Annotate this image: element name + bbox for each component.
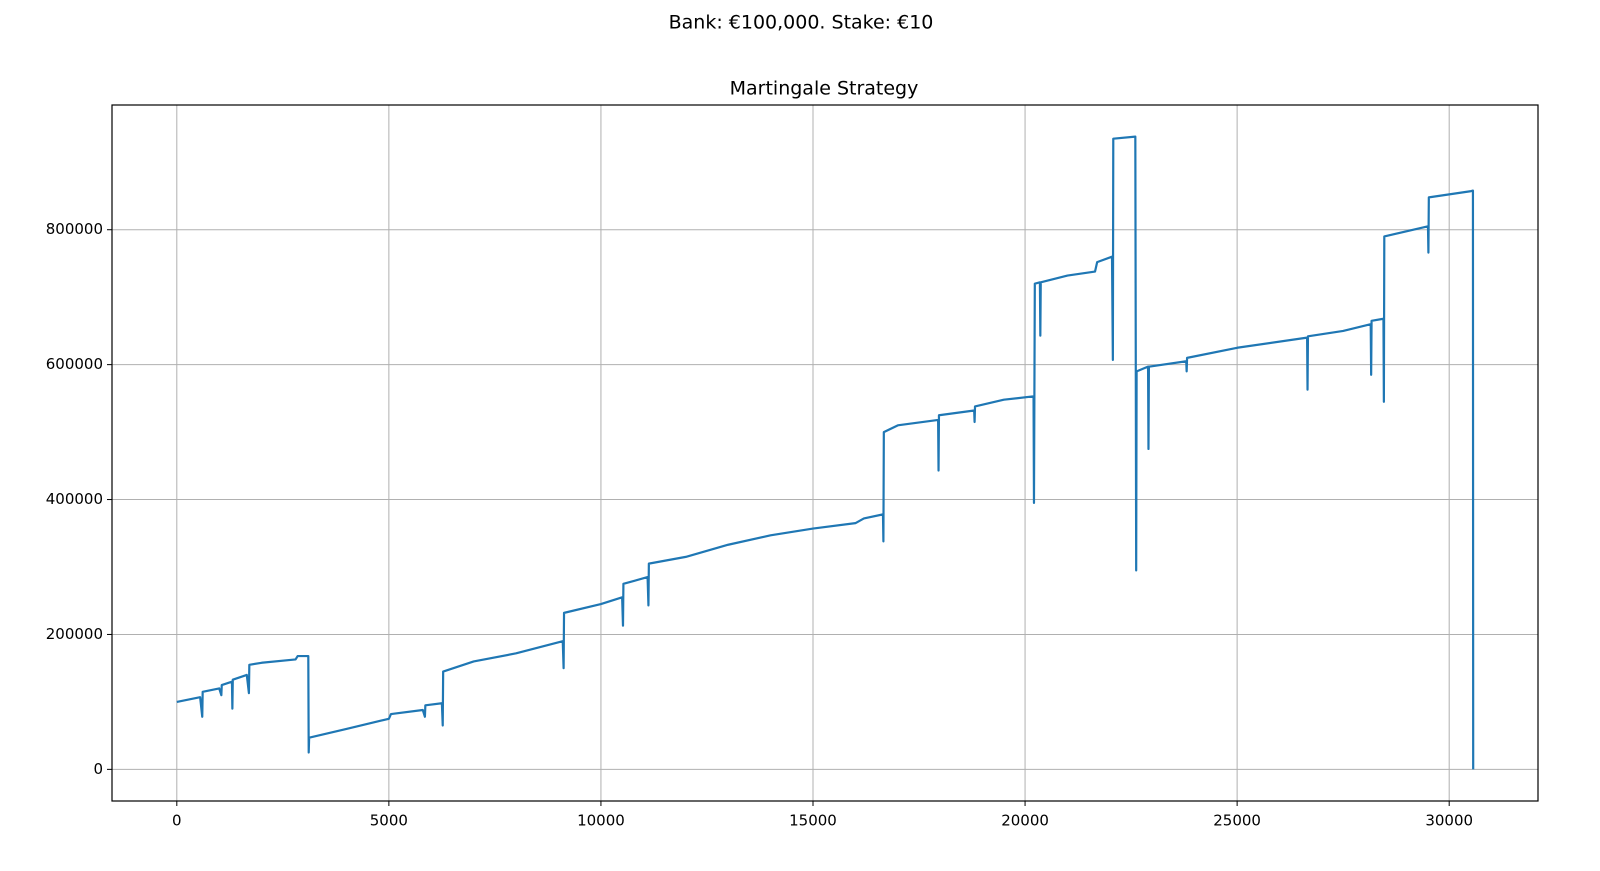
y-tick-label: 0 [93, 760, 103, 778]
plot-frame [111, 104, 1539, 802]
suptitle: Bank: €100,000. Stake: €10 [669, 12, 934, 34]
y-tick-label: 200000 [46, 625, 103, 643]
x-tick-label: 10000 [577, 812, 625, 830]
y-tick-label: 600000 [46, 355, 103, 373]
x-tick-label: 25000 [1213, 812, 1261, 830]
y-tick-label: 800000 [46, 220, 103, 238]
x-tick-label: 5000 [370, 812, 408, 830]
x-tick-label: 15000 [789, 812, 837, 830]
data-line [176, 135, 1475, 770]
chart-title: Martingale Strategy [730, 78, 919, 100]
x-tick-label: 0 [172, 812, 182, 830]
y-tick-label: 400000 [46, 490, 103, 508]
x-tick-label: 20000 [1001, 812, 1049, 830]
x-tick-label: 30000 [1425, 812, 1473, 830]
